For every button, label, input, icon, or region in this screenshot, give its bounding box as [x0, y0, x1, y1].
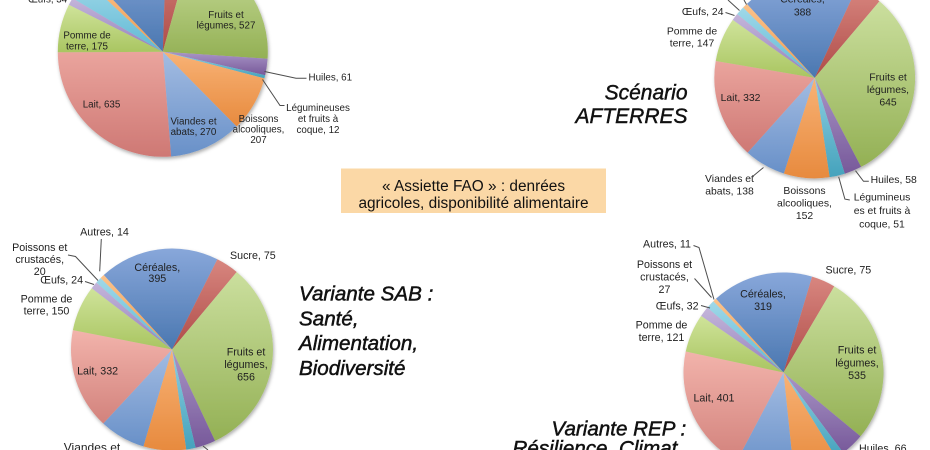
svg-text:Sucre, 75: Sucre, 75: [230, 250, 276, 262]
svg-text:Œufs, 32: Œufs, 32: [656, 301, 699, 313]
svg-text:Œufs, 24: Œufs, 24: [682, 7, 724, 18]
svg-text:Autres, 11: Autres, 11: [643, 239, 691, 251]
svg-text:Viandes et: Viandes et: [64, 441, 121, 450]
svg-text:Variante REP :: Variante REP :: [552, 418, 687, 441]
svg-text:Autres, 14: Autres, 14: [80, 227, 129, 239]
svg-text:Huiles, 58: Huiles, 58: [871, 175, 917, 186]
svg-text:Œufs, 24: Œufs, 24: [40, 275, 83, 287]
svg-text:Céréales,395: Céréales, 395: [134, 262, 180, 285]
svg-text:Sucre, 75: Sucre, 75: [826, 265, 872, 277]
svg-text:Lait, 332: Lait, 332: [77, 365, 118, 377]
svg-text:Œufs, 34: Œufs, 34: [28, 0, 68, 5]
svg-text:Résilience, Climat: Résilience, Climat: [513, 437, 679, 450]
svg-text:Variante SAB :Santé,Alimentati: Variante SAB : Santé, Alimentation, Biodive…: [297, 283, 433, 380]
svg-text:Lait, 332: Lait, 332: [721, 93, 761, 104]
svg-text:Céréales,319: Céréales, 319: [740, 289, 786, 314]
svg-text:Huiles, 61: Huiles, 61: [309, 73, 353, 84]
svg-text:AFTERRES: AFTERRES: [573, 105, 687, 128]
svg-text:Scénario: Scénario: [605, 82, 688, 105]
svg-text:Huiles, 66: Huiles, 66: [859, 443, 907, 450]
svg-text:388: 388: [794, 8, 812, 19]
svg-text:Céréales,: Céréales,: [780, 0, 824, 6]
svg-text:Lait, 401: Lait, 401: [693, 393, 734, 405]
svg-text:Lait, 635: Lait, 635: [83, 100, 121, 111]
